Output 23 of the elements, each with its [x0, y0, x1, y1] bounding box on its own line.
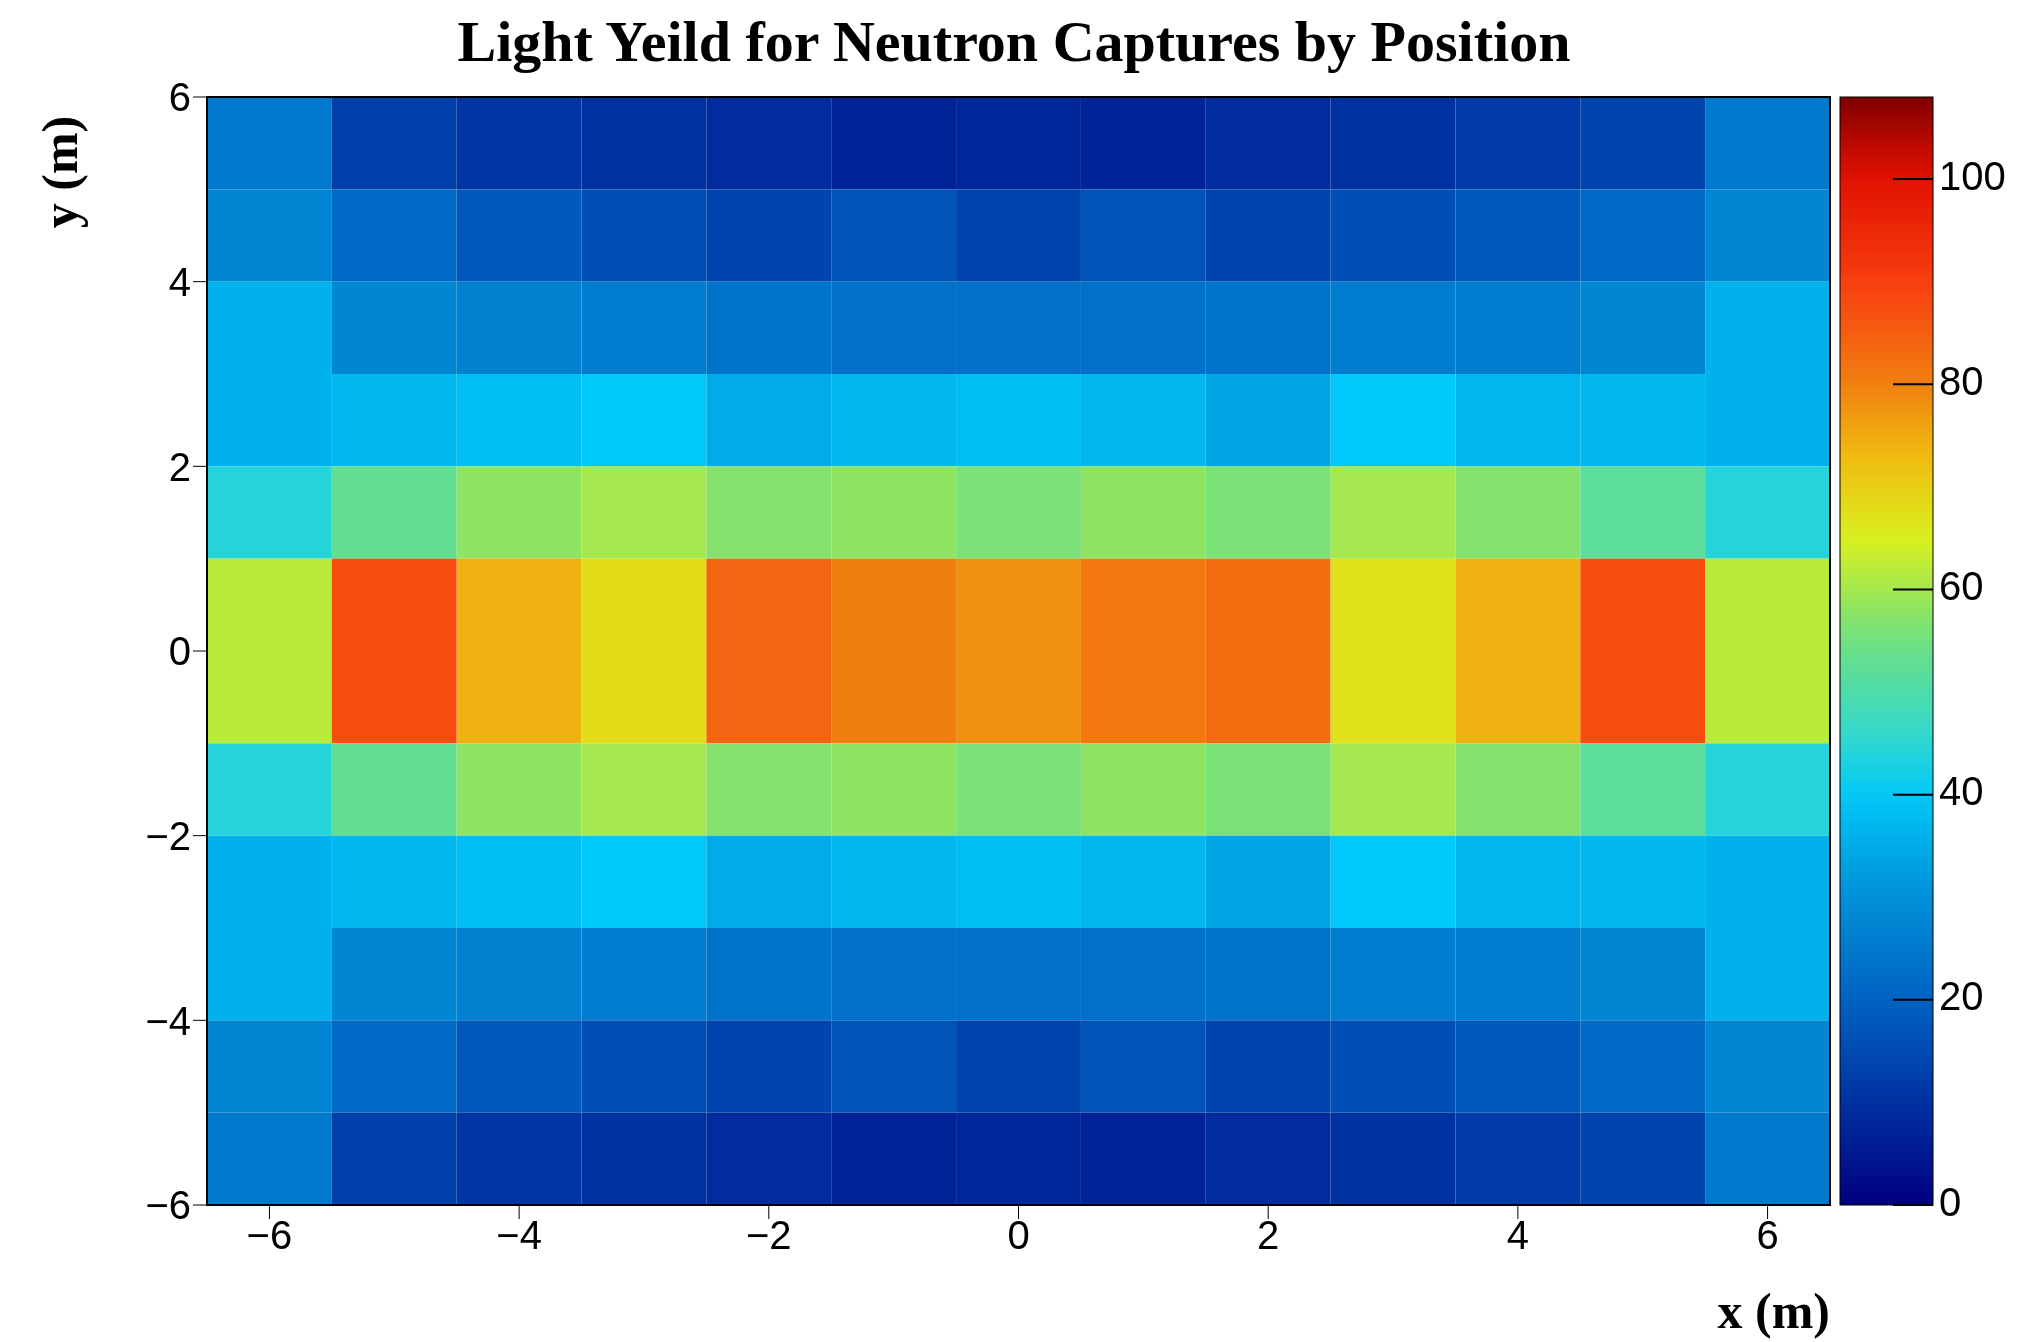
y-tick-label: 2: [168, 444, 191, 489]
x-axis-title: x (m): [1717, 1282, 1830, 1340]
chart-title: Light Yeild for Neutron Captures by Position: [456, 8, 1572, 75]
x-tick-label: 2: [1257, 1213, 1280, 1258]
y-axis-title: y (m): [31, 115, 89, 229]
x-tick-label: 6: [1756, 1213, 1779, 1258]
color-bar-label: 20: [1939, 974, 1984, 1019]
y-tick-label: 6: [168, 75, 191, 120]
x-tick-label: −2: [746, 1213, 792, 1258]
x-tick-label: 0: [1007, 1213, 1030, 1258]
color-bar-label: 40: [1939, 769, 1984, 814]
color-bar-label: 0: [1939, 1179, 1962, 1224]
x-tick-label: −4: [496, 1213, 542, 1258]
y-tick-label: 4: [168, 259, 191, 304]
color-bar-label: 60: [1939, 564, 1984, 609]
y-tick-label: −6: [145, 1183, 191, 1228]
color-bar-label: 80: [1939, 358, 1984, 403]
x-tick-label: 4: [1506, 1213, 1530, 1258]
x-tick-label: −6: [246, 1213, 293, 1258]
y-tick-label: −2: [145, 813, 191, 858]
y-tick-label: 0: [168, 629, 191, 674]
color-bar-label: 100: [1939, 153, 2006, 198]
y-tick-label: −4: [145, 998, 191, 1043]
